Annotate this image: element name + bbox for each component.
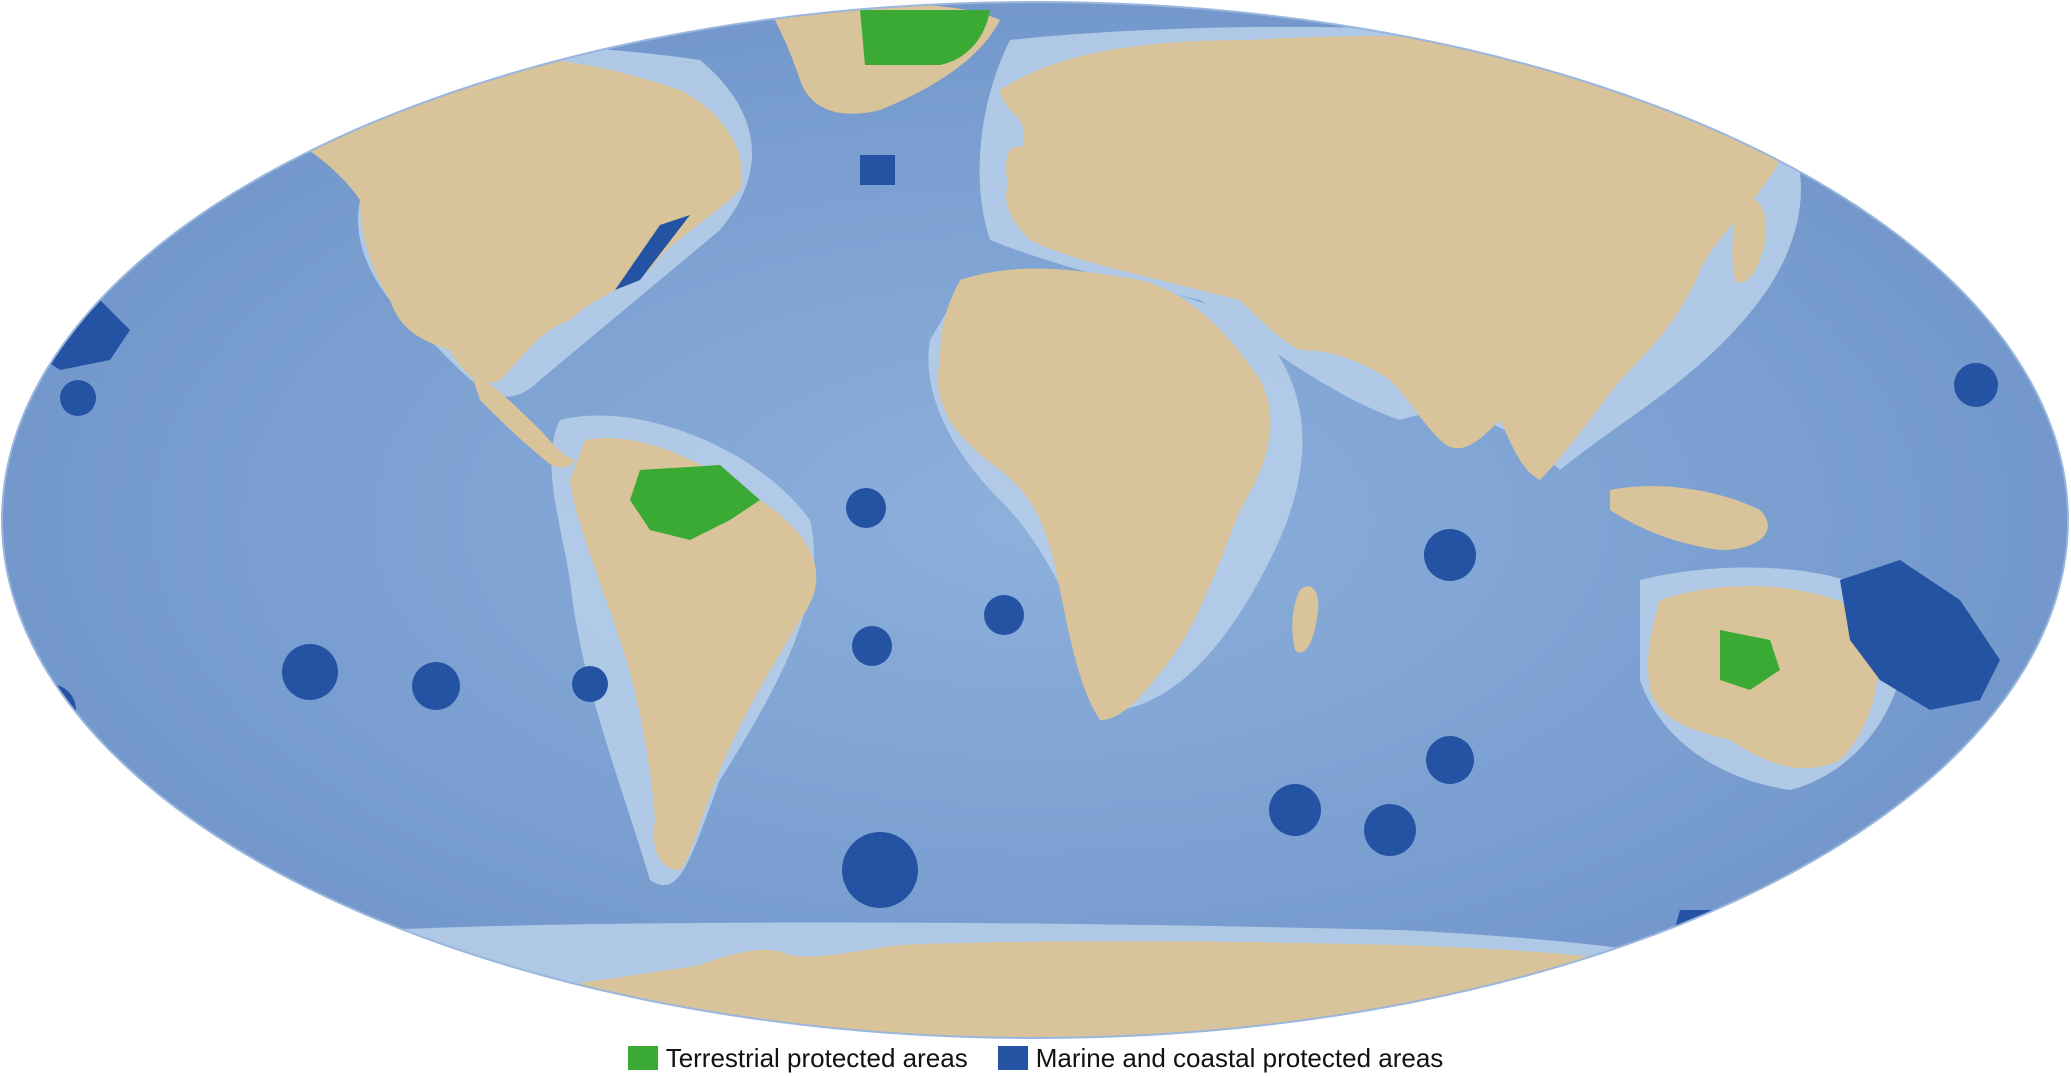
- south-america: [570, 438, 817, 870]
- madagascar: [1292, 586, 1319, 653]
- indian-ocean-marine-area-1: [1424, 529, 1476, 581]
- blue-square-swatch: [997, 1046, 1028, 1070]
- antarctic-marine-area-west: [300, 960, 470, 1038]
- amazon-protected-areas: [630, 465, 760, 540]
- japan: [1732, 197, 1766, 283]
- terrestrial-protected-areas: [630, 10, 1780, 690]
- pacific-marine-area-3: [572, 666, 608, 702]
- indian-ocean-marine-area-2: [1426, 736, 1474, 784]
- ocean-island-marine-areas: [24, 363, 1998, 908]
- legend-item-marine: Marine and coastal protected areas: [997, 1042, 1444, 1074]
- world-protected-areas-map: [1, 1, 2069, 1039]
- southeast-asia-islands: [1610, 486, 1768, 550]
- north-america: [270, 57, 742, 383]
- mid-atlantic-marine-area-1: [846, 488, 886, 528]
- central-america: [470, 370, 575, 468]
- pacific-marine-area-2: [412, 662, 460, 710]
- globe-outline: [1, 1, 2069, 1039]
- map-legend: Terrestrial protected areas Marine and c…: [0, 1040, 2071, 1076]
- british-isles: [1005, 146, 1033, 190]
- pacific-marine-area-1: [282, 644, 338, 700]
- southern-ocean-marine-area-2: [1364, 804, 1416, 856]
- north-atlantic-marine-area: [860, 155, 895, 185]
- legend-label-marine: Marine and coastal protected areas: [1035, 1042, 1444, 1073]
- legend-label-terrestrial: Terrestrial protected areas: [665, 1042, 968, 1073]
- us-east-coast-marine-area: [615, 215, 690, 290]
- africa: [938, 268, 1271, 720]
- australia-protected-area: [1720, 630, 1780, 690]
- greenland-protected-area: [860, 10, 990, 65]
- legend-item-terrestrial: Terrestrial protected areas: [627, 1042, 968, 1074]
- eastern-australia-marine-area: [1840, 560, 2000, 710]
- mid-atlantic-marine-area-2: [852, 626, 892, 666]
- west-pacific-marine-area: [1954, 363, 1998, 407]
- scotia-sea-marine-area: [842, 832, 918, 908]
- south-pacific-marine-area: [24, 684, 76, 736]
- central-pacific-marine-area: [60, 380, 96, 416]
- southern-ocean-marine-area-1: [1269, 784, 1321, 836]
- south-atlantic-marine-area: [984, 595, 1024, 635]
- eurasia: [1000, 36, 1788, 480]
- green-square-swatch: [627, 1046, 658, 1070]
